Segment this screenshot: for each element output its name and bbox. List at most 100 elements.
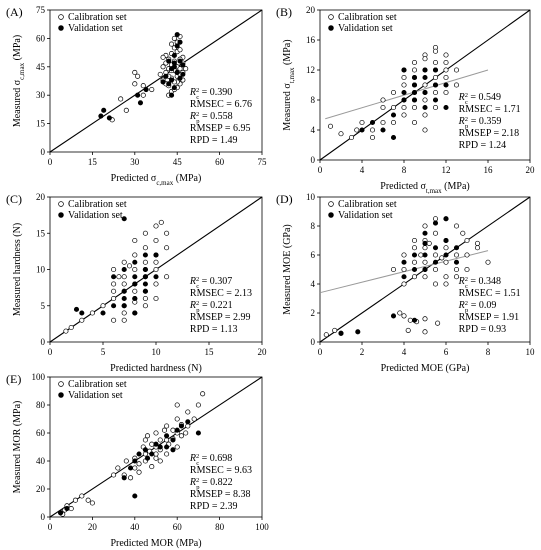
calibration-point bbox=[323, 332, 329, 338]
calibration-point bbox=[426, 240, 432, 246]
stat-line: R2 p = 0.558 bbox=[189, 111, 233, 125]
panel-label: (C) bbox=[6, 192, 22, 206]
validation-point bbox=[136, 451, 142, 457]
stat-line: R2 p = 0.822 bbox=[189, 477, 233, 491]
legend-marker bbox=[58, 25, 64, 31]
calibration-point bbox=[68, 324, 74, 331]
validation-point bbox=[157, 444, 163, 450]
calibration-point bbox=[149, 86, 155, 93]
validation-point bbox=[355, 329, 361, 335]
stat-line: RMSEP = 1.91 bbox=[459, 312, 520, 323]
calibration-point bbox=[411, 104, 418, 111]
y-tick-label: 6 bbox=[311, 250, 316, 260]
calibration-point bbox=[443, 59, 449, 66]
y-tick-label: 80 bbox=[36, 400, 46, 410]
plot-frame bbox=[49, 9, 263, 153]
calibration-point bbox=[63, 328, 69, 334]
calibration-point bbox=[158, 219, 164, 225]
validation-point bbox=[132, 310, 138, 316]
calibration-point bbox=[422, 97, 428, 103]
legend-marker bbox=[58, 201, 64, 207]
validation-point bbox=[180, 62, 186, 68]
x-tick-label: 0 bbox=[48, 157, 53, 167]
calibration-point bbox=[111, 317, 117, 323]
validation-point bbox=[149, 451, 155, 457]
stat-line: RPD = 0.93 bbox=[459, 324, 507, 335]
calibration-point bbox=[432, 216, 439, 222]
calibration-point bbox=[422, 245, 428, 251]
x-tick-label: 16 bbox=[484, 165, 494, 175]
validation-point bbox=[422, 74, 428, 81]
calibration-point bbox=[174, 402, 180, 408]
validation-point bbox=[390, 313, 397, 319]
calibration-point bbox=[121, 274, 127, 280]
validation-point bbox=[100, 310, 106, 316]
y-tick-label: 10 bbox=[36, 265, 46, 275]
calibration-point bbox=[157, 437, 163, 443]
calibration-point bbox=[177, 47, 183, 53]
x-axis-title: Predicted MOE (GPa) bbox=[381, 363, 470, 374]
calibration-point bbox=[380, 119, 386, 126]
y-axis-title: Measured MOE (GPa) bbox=[282, 224, 293, 315]
calibration-point bbox=[435, 320, 441, 326]
y-tick-label: 30 bbox=[36, 90, 46, 100]
x-tick-label: 15 bbox=[88, 157, 98, 167]
calibration-point bbox=[453, 252, 460, 258]
validation-point bbox=[432, 67, 439, 73]
x-tick-label: 12 bbox=[442, 165, 451, 175]
calibration-point bbox=[369, 134, 376, 141]
stat-line: R2 c = 0.390 bbox=[189, 87, 232, 101]
y-tick-label: 100 bbox=[32, 372, 46, 382]
calibration-point bbox=[443, 274, 449, 280]
stat-line: RMSEP = 2.99 bbox=[190, 312, 251, 323]
stat-line: RPD = 2.39 bbox=[190, 501, 238, 512]
calibration-point bbox=[432, 104, 439, 111]
calibration-point bbox=[432, 252, 439, 258]
validation-point bbox=[132, 493, 138, 499]
calibration-point bbox=[401, 104, 407, 111]
validation-point bbox=[121, 303, 127, 309]
validation-point bbox=[168, 92, 175, 98]
calibration-point bbox=[422, 259, 428, 265]
validation-point bbox=[401, 274, 407, 280]
y-tick-label: 12 bbox=[306, 65, 315, 75]
calibration-point bbox=[200, 391, 206, 397]
calibration-point bbox=[153, 295, 159, 302]
validation-point bbox=[142, 266, 148, 273]
validation-point bbox=[453, 259, 460, 265]
panel-e: 0 20 40 60 80 100 0 20 40 60 80 100 Predicted MOR (M… bbox=[6, 372, 269, 549]
calibration-point bbox=[354, 127, 360, 133]
validation-point bbox=[177, 75, 183, 81]
y-tick-label: 4 bbox=[311, 279, 316, 289]
calibration-point bbox=[164, 451, 170, 457]
calibration-point bbox=[149, 464, 155, 470]
y-axis-title: Measured σt,max (MPa) bbox=[282, 39, 296, 130]
calibration-point bbox=[79, 317, 85, 323]
validation-point bbox=[121, 475, 127, 481]
y-tick-label: 16 bbox=[306, 35, 316, 45]
validation-point bbox=[411, 82, 418, 88]
calibration-point bbox=[401, 266, 407, 273]
x-tick-label: 0 bbox=[318, 165, 323, 175]
validation-point bbox=[432, 220, 439, 226]
validation-point bbox=[142, 274, 148, 280]
validation-point bbox=[195, 430, 201, 436]
calibration-point bbox=[474, 240, 481, 246]
calibration-point bbox=[111, 281, 117, 287]
validation-point bbox=[443, 82, 449, 88]
calibration-point bbox=[422, 56, 428, 62]
validation-point bbox=[121, 288, 127, 294]
stat-line: RPD = 1.49 bbox=[190, 135, 238, 146]
calibration-point bbox=[132, 465, 138, 471]
calibration-point bbox=[164, 245, 170, 251]
stat-line: R2 c = 0.307 bbox=[189, 276, 232, 290]
legend-label: Validation set bbox=[68, 390, 123, 401]
calibration-point bbox=[453, 223, 460, 229]
validation-point bbox=[73, 306, 80, 312]
validation-point bbox=[64, 506, 70, 512]
calibration-point bbox=[136, 469, 142, 475]
validation-point bbox=[174, 427, 180, 433]
validation-point bbox=[170, 437, 176, 443]
y-tick-label: 20 bbox=[36, 484, 46, 494]
x-tick-label: 20 bbox=[258, 347, 268, 357]
